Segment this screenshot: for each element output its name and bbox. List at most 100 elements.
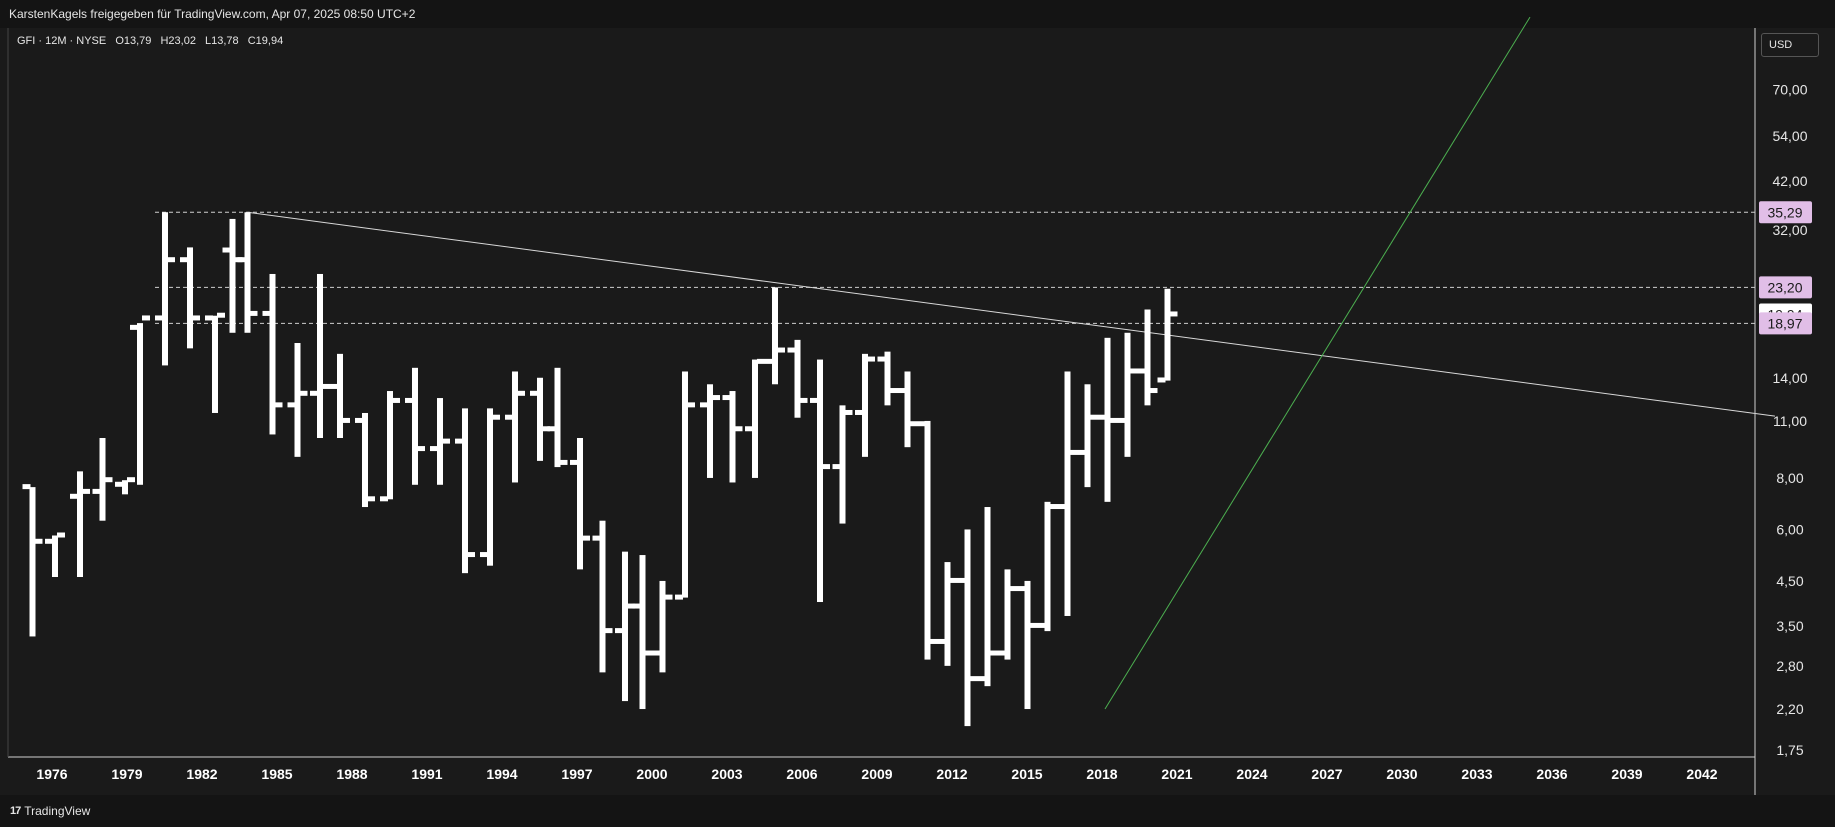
ohlc-close-tick [1149,388,1158,394]
year-tick-label: 2021 [1161,766,1192,782]
price-tick-label: 11,00 [1773,413,1807,429]
ohlc-close-tick [799,397,808,403]
ohlc-open-tick [675,594,683,600]
trendlines[interactable] [247,16,1776,710]
ohlc-open-tick [810,397,818,403]
ohlc-bar [794,339,801,418]
ohlc-close-tick [687,402,695,408]
price-tick-label: 8,00 [1776,470,1803,486]
ohlc-close-tick [1089,414,1098,420]
ohlc-open-tick [287,402,296,408]
ohlc-open-tick [632,603,641,609]
ohlc-open-tick [877,356,886,362]
ohlc-bar [884,351,891,406]
ohlc-bar [317,273,323,438]
ohlc-open-tick [45,538,53,544]
ohlc-close-tick [969,676,978,682]
ohlc-bar [122,480,128,495]
ohlc-bar [772,287,778,385]
ohlc-open-tick [917,421,926,427]
ohlc-close-tick [392,397,400,403]
ohlc-open-tick [832,464,841,470]
ohlc-open-tick [592,535,601,541]
ohlc-close-tick [492,414,500,420]
year-tick-label: 2039 [1611,766,1642,782]
ohlc-open-tick [22,484,31,490]
ohlc-close-tick [82,488,90,494]
ohlc-open-tick [937,638,946,644]
price-tick-label: 3,50 [1776,618,1803,634]
currency-selector[interactable]: USD [1761,33,1819,57]
year-tick-label: 2015 [1011,766,1042,782]
ohlc-bar [964,529,971,727]
ohlc-bar [162,212,168,366]
low-value: L13,78 [205,35,239,47]
year-tick-label: 2000 [636,766,667,782]
ohlc-open-tick [130,324,138,330]
tradingview-logo[interactable]: 17 TradingView [10,804,90,818]
ohlc-close-tick [712,395,720,401]
year-tick-label: 1991 [411,766,442,782]
ohlc-bar [984,507,991,687]
ohlc-close-tick [627,603,635,609]
ohlc-open-tick [1157,377,1166,383]
year-tick-label: 1985 [261,766,292,782]
price-tick-label: 2,80 [1776,658,1803,674]
ohlc-bar [29,487,36,637]
ohlc-bar [862,353,868,457]
ohlc-bar [212,315,218,413]
ohlc-bar [577,437,583,570]
price-tick-label: 4,50 [1776,573,1803,589]
ohlc-close-tick [322,383,330,389]
ohlc-bar [337,353,343,438]
ohlc-bar [362,412,368,508]
ohlc-bar [137,323,143,485]
year-tick-label: 1988 [336,766,367,782]
footer-bar: 17 TradingView [0,795,1835,827]
ohlc-open-tick [505,414,513,420]
ohlc-bar [462,408,468,574]
ohlc-open-tick [1097,414,1106,420]
ohlc-open-tick [1057,504,1066,510]
ohlc-open-tick [855,409,863,415]
ohlc-bar [659,580,666,673]
ohlc-bar [487,408,493,566]
ohlc-open-tick [1017,586,1026,592]
ohlc-bar [1164,288,1171,381]
price-axis[interactable]: 1,752,202,803,504,506,008,0011,0014,0024… [1772,82,1807,758]
ohlc-close-tick [822,464,830,470]
ohlc-bar [269,273,276,435]
ohlc-bar [437,398,443,485]
ohlc-close-tick [127,477,135,483]
price-tick-label: 2,20 [1776,701,1803,717]
year-tick-label: 2033 [1461,766,1492,782]
ohlc-close-tick [1049,504,1058,510]
ohlc-close-tick [1129,368,1138,374]
ohlc-close-tick [644,650,653,656]
ohlc-bar [817,359,823,603]
ohlc-close-tick [949,577,958,583]
ohlc-bar [1104,337,1111,502]
ohlc-open-tick [70,493,78,499]
ohlc-open-tick [262,310,271,316]
ohlc-open-tick [787,347,796,353]
ohlc-close-tick [542,426,550,432]
ohlc-close-tick [217,312,225,318]
ohlc-close-tick [604,628,613,634]
ohlc-bar [622,551,628,702]
ohlc-close-tick [249,310,258,316]
ohlc-bar [1024,580,1031,710]
high-value: H23,02 [160,35,196,47]
year-tick-label: 1982 [186,766,217,782]
ohlc-open-tick [997,650,1006,656]
time-axis[interactable]: 1976 1979 1982 1985 1988 1991 1994 1997 2000 2003… [36,766,1717,782]
ohlc-bar [77,471,83,578]
level-badge-label: 18,97 [1767,315,1802,331]
level-badge [1759,276,1812,299]
ohlc-bar [1004,569,1011,660]
ohlc-close-tick [777,347,785,353]
ohlc-close-tick [989,650,998,656]
ohlc-bar [537,377,543,461]
ohlc-open-tick [1077,449,1086,455]
